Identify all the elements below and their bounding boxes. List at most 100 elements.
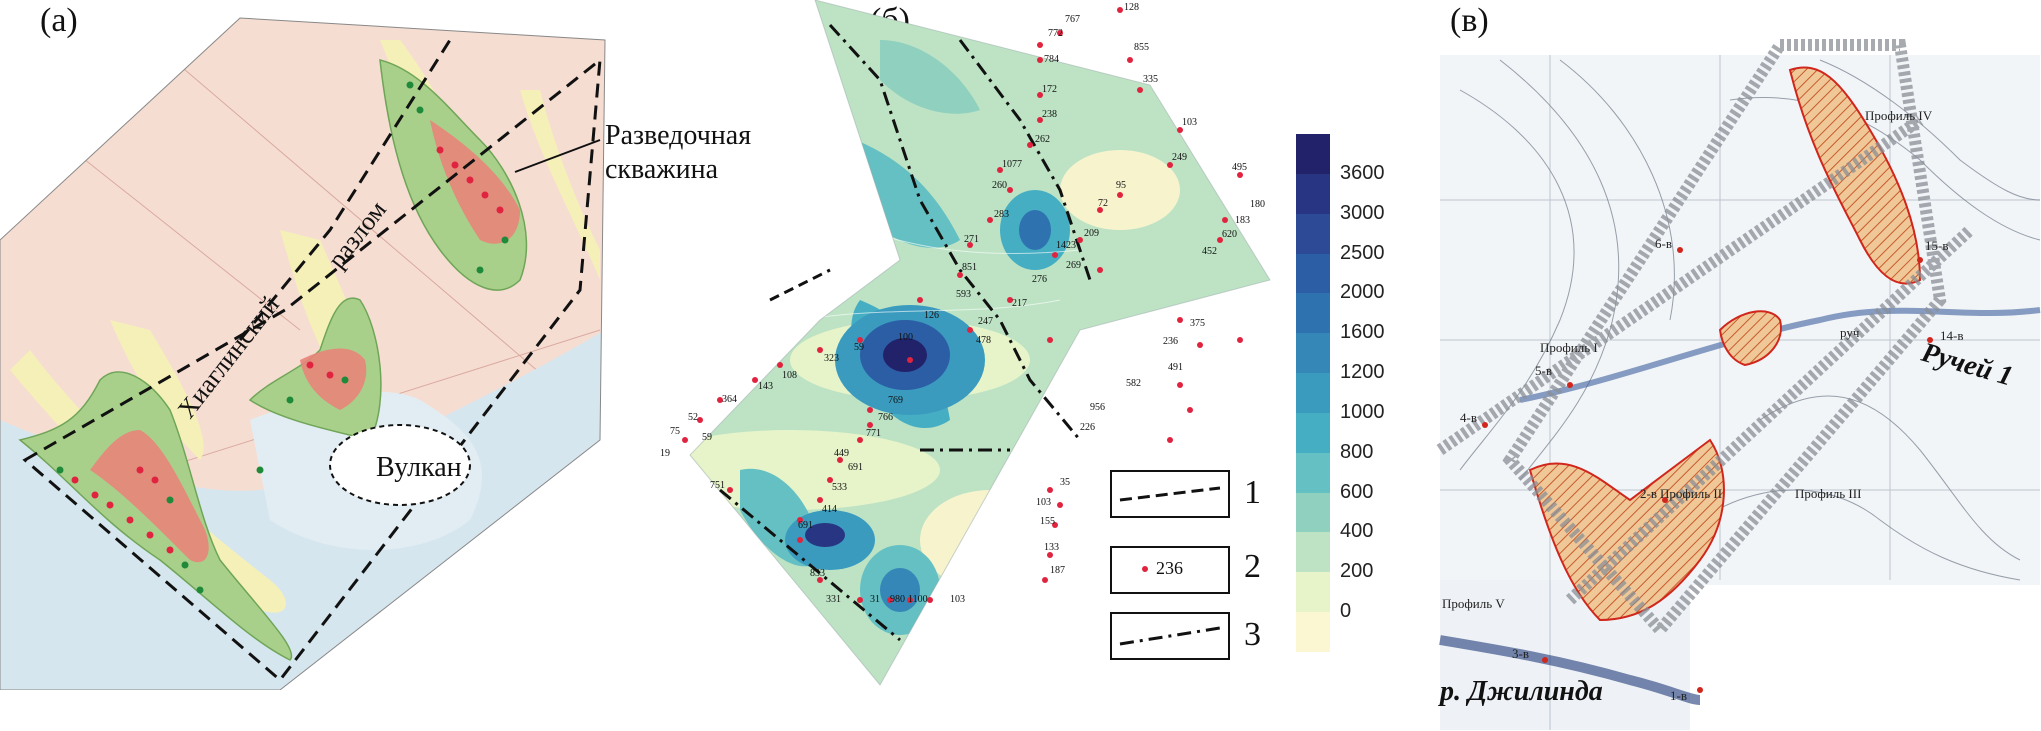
dashed-line-symbol — [1119, 486, 1221, 502]
svg-text:491: 491 — [1168, 362, 1183, 373]
profile-ii-label: Профиль II — [1660, 486, 1722, 501]
svg-text:691: 691 — [798, 520, 813, 531]
svg-text:143: 143 — [758, 381, 773, 392]
svg-text:2-в: 2-в — [1640, 486, 1657, 501]
svg-text:72: 72 — [1098, 198, 1108, 209]
svg-text:769: 769 — [888, 395, 903, 406]
svg-text:449: 449 — [834, 448, 849, 459]
svg-text:784: 784 — [1044, 54, 1059, 65]
legend-box-3 — [1110, 612, 1230, 660]
svg-text:375: 375 — [1190, 318, 1205, 329]
svg-text:269: 269 — [1066, 260, 1081, 271]
svg-text:3-в: 3-в — [1512, 646, 1529, 661]
panel-a: (а) — [0, 0, 751, 690]
colorbar-tick-label: 1000 — [1340, 400, 1385, 423]
geologic-map-a: Хиаглинский разлом Вулкан — [0, 17, 606, 690]
svg-text:108: 108 — [782, 370, 797, 381]
colorbar-tick-label: 200 — [1340, 560, 1374, 583]
svg-text:751: 751 — [710, 480, 725, 491]
panel-c-label: (в) — [1450, 2, 1489, 39]
profile-v-label: Профиль V — [1442, 596, 1505, 611]
svg-text:772: 772 — [1048, 28, 1063, 39]
svg-text:183: 183 — [1235, 215, 1250, 226]
well-leader-line — [514, 139, 601, 173]
svg-text:226: 226 — [1080, 422, 1095, 433]
colorbar-tick-label: 0 — [1340, 600, 1352, 623]
svg-text:323: 323 — [824, 353, 839, 364]
svg-text:5-в: 5-в — [1535, 363, 1552, 378]
svg-text:155: 155 — [1040, 516, 1055, 527]
svg-text:75: 75 — [670, 426, 680, 437]
svg-text:833: 833 — [810, 568, 825, 579]
profile-iv-label: Профиль IV — [1865, 108, 1933, 123]
dashdot-line-symbol — [1119, 626, 1221, 646]
svg-text:1-в: 1-в — [1670, 688, 1687, 703]
volcano-label: Вулкан — [376, 452, 462, 483]
legend-box-2: 236 — [1110, 546, 1230, 594]
colorbar-tick-label: 400 — [1340, 520, 1374, 543]
colorbar-segment — [1296, 373, 1330, 413]
legend-point-value: 236 — [1156, 558, 1183, 578]
colorbar-tick-label: 1200 — [1340, 361, 1385, 384]
legend-num-3: 3 — [1244, 616, 1261, 653]
svg-text:180: 180 — [1250, 199, 1265, 210]
svg-text:4-в: 4-в — [1460, 410, 1477, 425]
svg-text:956: 956 — [1090, 402, 1105, 413]
svg-text:980: 980 — [890, 594, 905, 605]
panel-b: (б) — [660, 0, 1385, 720]
svg-text:364: 364 — [722, 394, 737, 405]
svg-text:249: 249 — [1172, 152, 1187, 163]
svg-text:19: 19 — [660, 448, 670, 459]
svg-text:187: 187 — [1050, 565, 1065, 576]
svg-text:31: 31 — [870, 594, 880, 605]
svg-text:766: 766 — [878, 412, 893, 423]
svg-text:283: 283 — [994, 209, 1009, 220]
svg-text:59: 59 — [854, 342, 864, 353]
colorbar-tick-label: 600 — [1340, 480, 1374, 503]
svg-text:851: 851 — [962, 262, 977, 273]
svg-text:271: 271 — [964, 234, 979, 245]
legend-num-1: 1 — [1244, 474, 1261, 511]
colorbar-segment — [1296, 333, 1330, 374]
svg-text:6-в: 6-в — [1655, 236, 1672, 251]
svg-text:335: 335 — [1143, 74, 1158, 85]
svg-text:620: 620 — [1222, 229, 1237, 240]
colorbar-segment — [1296, 412, 1330, 453]
drill-holes-a — [56, 81, 509, 594]
well-labels: 15-в 14-в 6-в 5-в 4-в 2-в 3-в 1-в руч — [1460, 236, 1963, 703]
colorbar-segment — [1296, 532, 1330, 573]
topographic-map-c: Профиль IV Профиль I Профиль II Профиль … — [1436, 39, 2041, 730]
svg-text:100: 100 — [898, 332, 913, 343]
svg-text:533: 533 — [832, 482, 847, 493]
colorbar-tick-label: 2000 — [1340, 281, 1385, 304]
colorbar-tick-label: 800 — [1340, 440, 1374, 463]
legend-box-1 — [1110, 470, 1230, 518]
well-label-line1: Разведочная — [605, 120, 752, 151]
svg-text:103: 103 — [950, 594, 965, 605]
svg-text:478: 478 — [976, 335, 991, 346]
svg-text:582: 582 — [1126, 378, 1141, 389]
svg-text:495: 495 — [1232, 162, 1247, 173]
colorbar-segment — [1296, 293, 1330, 334]
svg-text:руч: руч — [1840, 325, 1860, 340]
svg-text:276: 276 — [1032, 274, 1047, 285]
panel-c: (в) — [1400, 0, 2041, 731]
colorbar-segment — [1296, 612, 1330, 652]
svg-text:247: 247 — [978, 316, 993, 327]
svg-text:103: 103 — [1036, 497, 1051, 508]
svg-text:414: 414 — [822, 504, 837, 515]
svg-text:771: 771 — [866, 428, 881, 439]
colorbar — [1296, 134, 1330, 652]
colorbar-tick-label: 1600 — [1340, 321, 1385, 344]
colorbar-segment — [1296, 213, 1330, 254]
svg-text:126: 126 — [924, 310, 939, 321]
colorbar-segment — [1296, 492, 1330, 533]
svg-text:331: 331 — [826, 594, 841, 605]
svg-text:855: 855 — [1134, 42, 1149, 53]
svg-text:217: 217 — [1012, 298, 1027, 309]
colorbar-segment — [1296, 253, 1330, 294]
svg-text:236: 236 — [1163, 336, 1178, 347]
svg-text:35: 35 — [1060, 477, 1070, 488]
colorbar-segment — [1296, 173, 1330, 214]
